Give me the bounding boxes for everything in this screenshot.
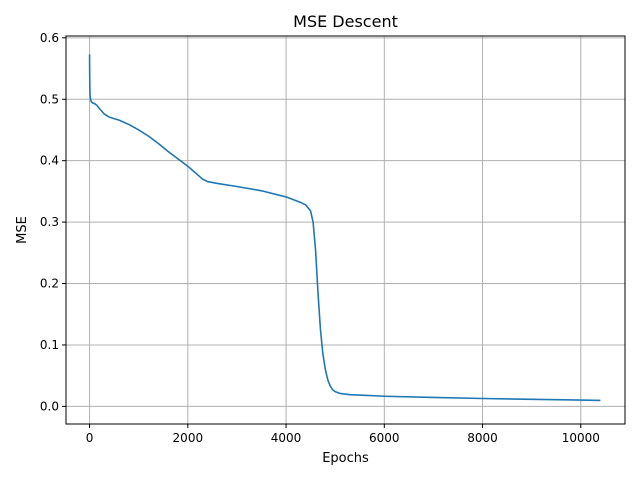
y-tick-label: 0.2 — [40, 277, 59, 291]
y-tick-label: 0.1 — [40, 338, 59, 352]
x-tick-label: 2000 — [173, 431, 204, 445]
y-axis-label: MSE — [15, 216, 30, 244]
y-tick-label: 0.0 — [40, 399, 59, 413]
x-tick-label: 4000 — [271, 431, 302, 445]
series-line — [88, 54, 601, 402]
y-tick-label: 0.4 — [40, 154, 59, 168]
chart-title: MSE Descent — [293, 12, 398, 31]
x-tick-label: 10000 — [562, 431, 600, 445]
x-axis-label: Epochs — [322, 451, 369, 466]
grid — [66, 36, 625, 424]
y-tick-label: 0.3 — [40, 215, 59, 229]
x-tick-label: 0 — [86, 431, 94, 445]
plot-area — [88, 54, 601, 402]
x-tick-label: 8000 — [467, 431, 498, 445]
x-tick-label: 6000 — [369, 431, 400, 445]
ticks: 0 2000 4000 6000 8000 10000 0.0 0.1 0.2 0.3 0.4 0.5… — [40, 31, 600, 445]
y-tick-label: 0.6 — [40, 31, 59, 45]
axes-frame — [65, 35, 626, 425]
y-tick-label: 0.5 — [40, 92, 59, 106]
